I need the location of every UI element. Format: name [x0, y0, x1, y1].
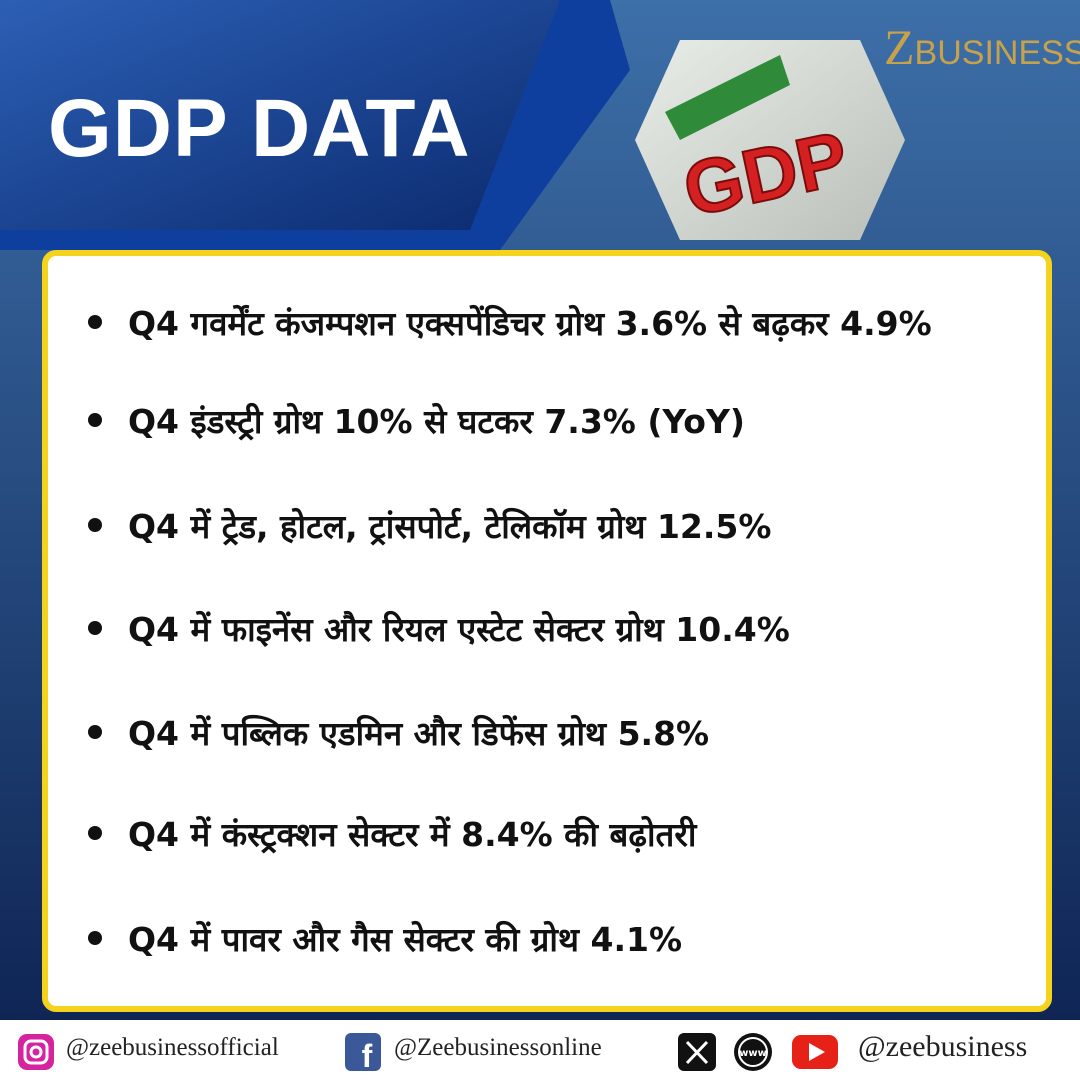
- bullet-item: Q4 में पब्लिक एडमिन और डिफेंस ग्रोथ 5.8%: [88, 707, 1048, 757]
- bullet-item: Q4 गवर्मेंट कंजम्पशन एक्सपेंडिचर ग्रोथ 3…: [88, 297, 1048, 347]
- bullet-item: Q4 में ट्रेड, होटल, ट्रांसपोर्ट, टेलिकॉम…: [88, 500, 1048, 550]
- logo: ZBUSINESS: [884, 18, 1080, 76]
- web-icon-text: www: [739, 1048, 767, 1059]
- instagram-icon: [18, 1034, 54, 1070]
- facebook-handle: @Zeebusinessonline: [394, 1034, 602, 1061]
- logo-text: BUSINESS: [914, 34, 1080, 72]
- youtube-handle: @zeebusiness: [858, 1030, 1028, 1063]
- bullet-item: Q4 में फाइनेंस और रियल एस्टेट सेक्टर ग्र…: [88, 603, 1048, 653]
- footer-icons: f www: [18, 1033, 838, 1074]
- facebook-icon: [345, 1033, 381, 1071]
- bullet-item: Q4 में कंस्ट्रक्शन सेक्टर में 8.4% की बढ…: [88, 808, 1048, 858]
- svg-text:f: f: [362, 1038, 373, 1074]
- bullet-item: Q4 में पावर और गैस सेक्टर की ग्रोथ 4.1%: [88, 913, 1048, 963]
- footer: [0, 1020, 1080, 1080]
- logo-letter: Z: [884, 19, 915, 75]
- instagram-handle: @zeebusinessofficial: [66, 1034, 279, 1061]
- bullet-item: Q4 इंडस्ट्री ग्रोथ 10% से घटकर 7.3% (YoY…: [88, 395, 1048, 445]
- title: GDP DATA: [48, 83, 471, 174]
